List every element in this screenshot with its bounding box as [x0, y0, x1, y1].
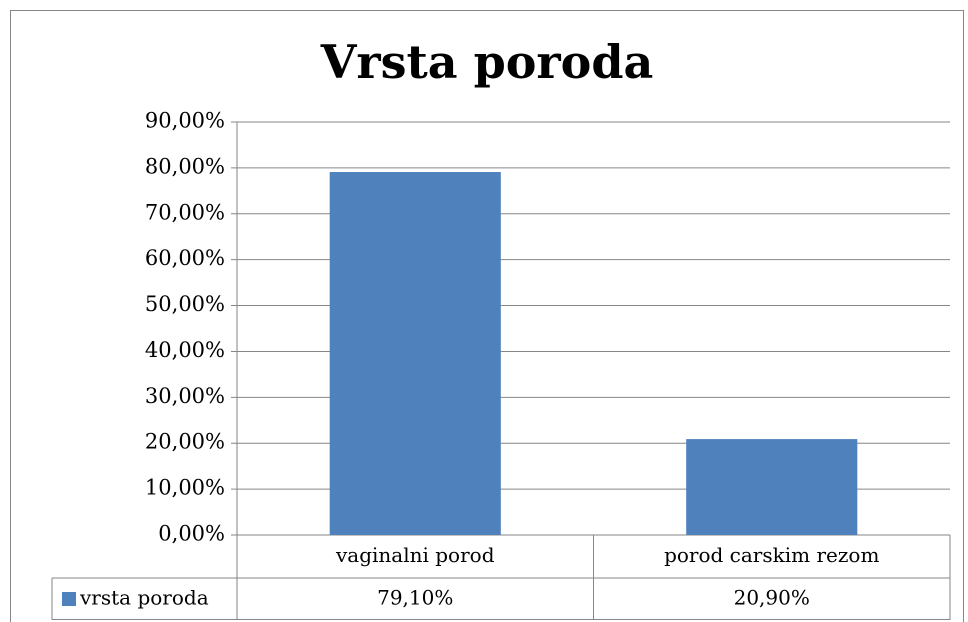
y-tick-label: 40,00% [145, 338, 225, 362]
bar [329, 172, 501, 535]
y-tick-label: 50,00% [145, 292, 225, 316]
x-tick-label: porod carskim rezom [664, 543, 879, 567]
x-tick-label: vaginalni porod [335, 543, 495, 567]
bar [686, 439, 858, 535]
chart-title: Vrsta poroda [320, 35, 654, 89]
data-label: 20,90% [734, 586, 810, 610]
y-tick-label: 90,00% [145, 109, 225, 133]
y-tick-label: 0,00% [158, 522, 225, 546]
y-tick-label: 10,00% [145, 476, 225, 500]
legend-key [62, 592, 76, 606]
data-label: 79,10% [377, 586, 453, 610]
y-tick-label: 30,00% [145, 384, 225, 408]
chart-frame [10, 10, 964, 622]
y-tick-label: 60,00% [145, 246, 225, 270]
y-tick-label: 20,00% [145, 430, 225, 454]
y-tick-label: 80,00% [145, 154, 225, 178]
y-tick-label: 70,00% [145, 200, 225, 224]
legend-label: vrsta poroda [79, 586, 209, 610]
